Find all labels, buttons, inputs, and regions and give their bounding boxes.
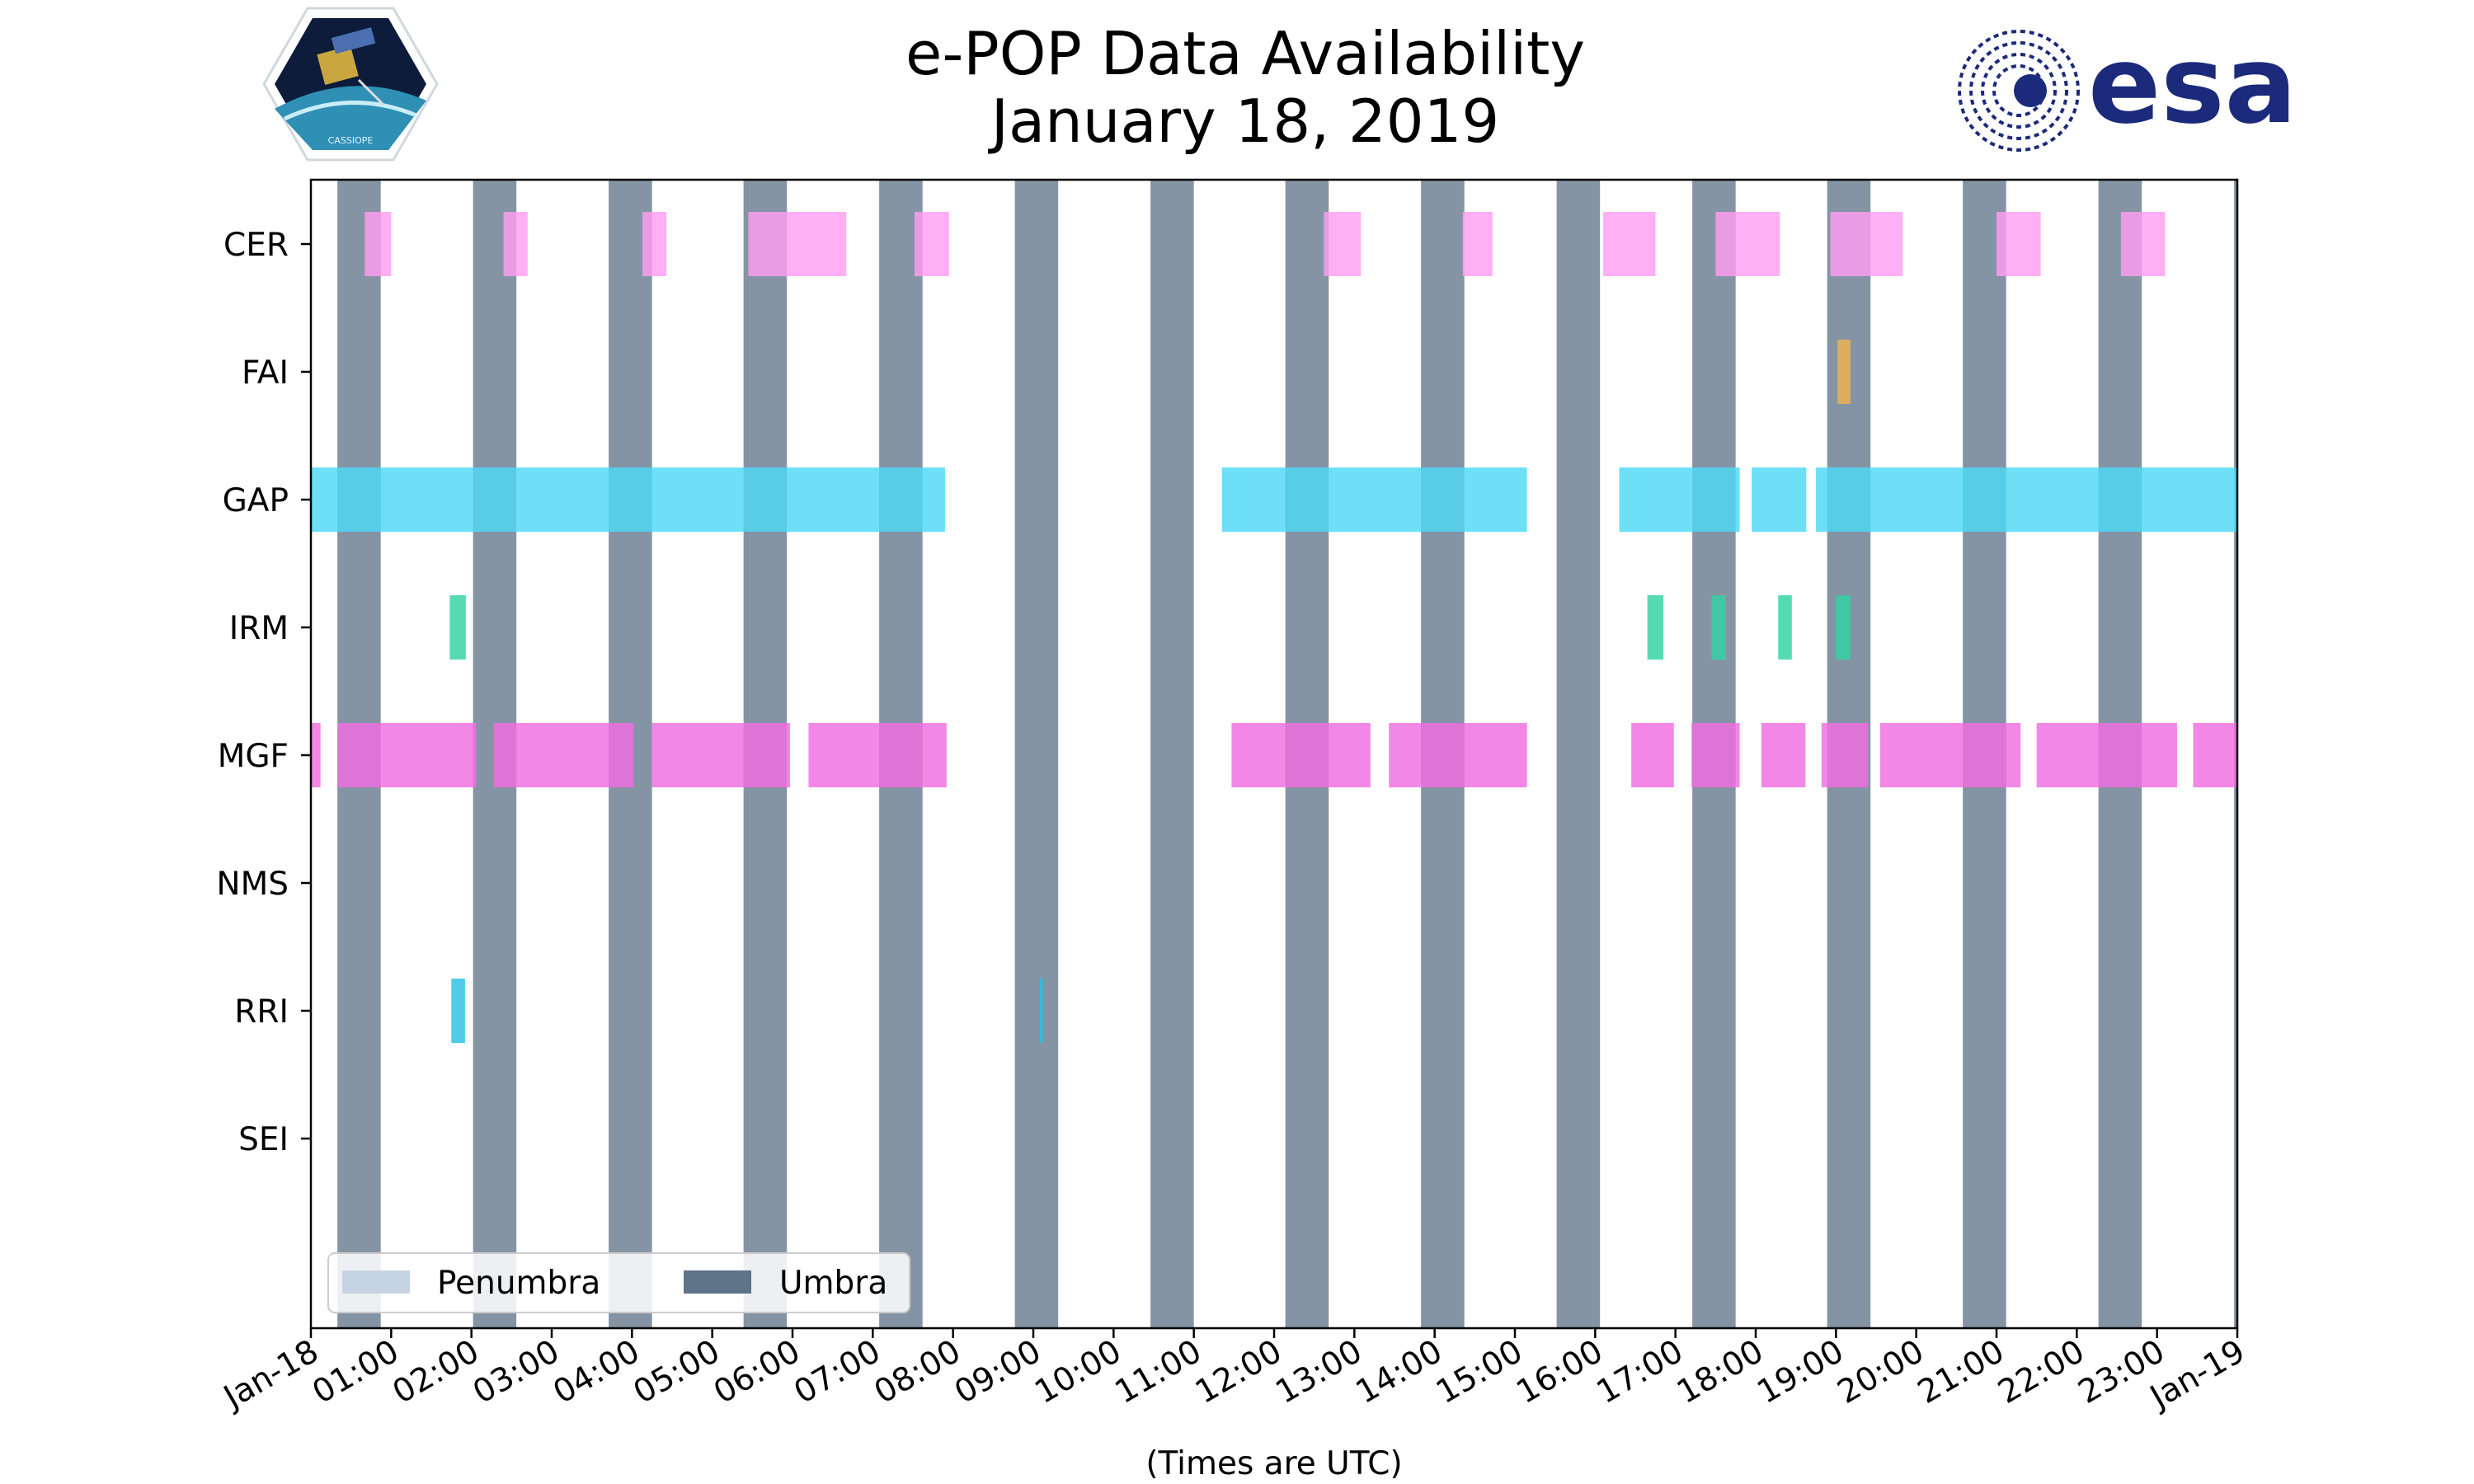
esa-logo-text: esa: [2088, 22, 2297, 148]
esa-logo: esa: [1958, 22, 2297, 152]
umbra-band-9: [1556, 180, 1601, 1328]
x-tick-label-12: 12:00: [1189, 1333, 1288, 1411]
x-tick-label-15: 15:00: [1430, 1333, 1529, 1411]
y-tick-label-mgf: MGF: [218, 738, 289, 775]
bar-rri-1: [1039, 979, 1043, 1043]
bar-cer-0: [365, 212, 392, 276]
bar-fai-0: [1837, 340, 1851, 404]
bar-mgf-4: [808, 723, 947, 787]
legend-swatch-penumbra: [342, 1270, 410, 1294]
satellite-icon: [317, 27, 385, 106]
bar-irm-3: [1778, 595, 1792, 660]
bar-irm-1: [1647, 595, 1664, 660]
x-tick-label-10: 10:00: [1028, 1333, 1127, 1411]
legend-label-penumbra: Penumbra: [437, 1265, 600, 1302]
x-tick-label-1: 01:00: [306, 1333, 405, 1411]
bar-cer-2: [642, 212, 667, 276]
esa-swirl-icon: [1958, 30, 2080, 152]
x-tick-label-11: 11:00: [1109, 1333, 1208, 1411]
bar-cer-5: [1324, 212, 1362, 276]
cassiope-logo-text: CASSIOPE: [328, 135, 374, 146]
y-tick-label-gap: GAP: [223, 482, 289, 519]
x-tick-label-14: 14:00: [1350, 1333, 1449, 1411]
bar-mgf-2: [493, 723, 634, 787]
bar-gap-2: [1619, 467, 1740, 532]
x-tick-label-5: 05:00: [628, 1333, 727, 1411]
bar-mgf-12: [2036, 723, 2177, 787]
y-tick-label-nms: NMS: [216, 866, 289, 903]
bar-cer-3: [748, 212, 847, 276]
legend: Penumbra Umbra: [327, 1252, 910, 1313]
bar-gap-0: [311, 467, 945, 532]
legend-label-umbra: Umbra: [779, 1265, 887, 1302]
bar-cer-7: [1603, 212, 1656, 276]
instrument-bars: [311, 212, 2237, 1043]
y-tick-label-sei: SEI: [238, 1121, 289, 1158]
bar-mgf-0: [311, 723, 321, 787]
x-tick-label-6: 06:00: [708, 1333, 807, 1411]
bar-irm-2: [1711, 595, 1726, 660]
bar-mgf-1: [337, 723, 477, 787]
legend-box: [327, 1252, 910, 1313]
chart-title: e-POP Data Availability: [905, 19, 1585, 88]
bar-cer-6: [1462, 212, 1493, 276]
bar-mgf-3: [651, 723, 791, 787]
x-tick-label-3: 03:00: [467, 1333, 566, 1411]
bar-cer-9: [1830, 212, 1903, 276]
plot-area: CER FAI GAP IRM MGF NMS RRI SEI Jan-1801:0002:0…: [216, 178, 2251, 1417]
umbra-band-6: [1150, 180, 1194, 1328]
x-tick-label-20: 20:00: [1832, 1333, 1931, 1411]
x-axis-label: (Times are UTC): [1145, 1445, 1402, 1482]
bar-gap-3: [1752, 467, 1807, 532]
x-tick-label-8: 08:00: [868, 1333, 967, 1411]
bar-rri-0: [451, 979, 465, 1043]
chart-subtitle: January 18, 2019: [988, 87, 1499, 156]
bar-irm-4: [1836, 595, 1851, 660]
x-axis: Jan-1801:0002:0003:0004:0005:0006:0007:0…: [216, 1328, 2251, 1417]
x-tick-label-13: 13:00: [1269, 1333, 1368, 1411]
bar-mgf-10: [1821, 723, 1869, 787]
x-tick-label-19: 19:00: [1751, 1333, 1850, 1411]
x-tick-label-9: 09:00: [948, 1333, 1047, 1411]
bar-gap-1: [1221, 467, 1527, 532]
y-tick-label-rri: RRI: [234, 993, 289, 1031]
x-tick-label-18: 18:00: [1671, 1333, 1770, 1411]
x-tick-label-7: 07:00: [788, 1333, 887, 1411]
bar-mgf-9: [1761, 723, 1806, 787]
x-tick-label-16: 16:00: [1510, 1333, 1609, 1411]
bar-cer-10: [1997, 212, 2041, 276]
x-tick-label-22: 22:00: [1992, 1333, 2091, 1411]
bar-mgf-11: [1879, 723, 2021, 787]
bar-cer-4: [914, 212, 949, 276]
x-tick-label-2: 02:00: [387, 1333, 486, 1411]
legend-swatch-umbra: [684, 1270, 751, 1294]
bar-mgf-6: [1389, 723, 1527, 787]
y-tick-label-irm: IRM: [229, 610, 289, 647]
umbra-band-5: [1014, 180, 1059, 1328]
y-tick-label-cer: CER: [223, 227, 289, 264]
x-tick-label-21: 21:00: [1912, 1333, 2011, 1411]
cassiope-logo: CASSIOPE: [262, 7, 439, 162]
x-tick-label-0: Jan-18: [216, 1333, 325, 1417]
bar-mgf-13: [2193, 723, 2237, 787]
y-axis: CER FAI GAP IRM MGF NMS RRI SEI: [216, 227, 311, 1158]
bar-mgf-8: [1691, 723, 1740, 787]
bar-gap-4: [1816, 467, 2237, 532]
bar-mgf-7: [1631, 723, 1674, 787]
y-tick-label-fai: FAI: [242, 355, 289, 392]
bar-cer-8: [1715, 212, 1780, 276]
bar-cer-1: [503, 212, 528, 276]
bar-cer-11: [2120, 212, 2166, 276]
x-tick-label-17: 17:00: [1591, 1333, 1690, 1411]
x-tick-label-4: 04:00: [547, 1333, 646, 1411]
bar-mgf-5: [1231, 723, 1371, 787]
bar-irm-0: [449, 595, 466, 660]
